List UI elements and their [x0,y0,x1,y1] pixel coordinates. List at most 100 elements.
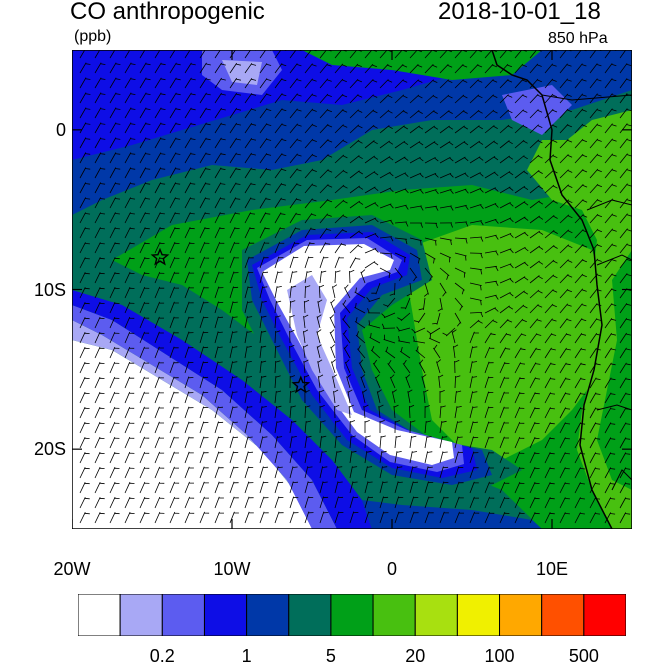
wind-barb [244,451,254,464]
wind-barb [169,511,180,524]
wind-barb [199,137,211,149]
wind-barb [409,109,423,119]
wind-barb [381,323,396,329]
wind-barb [244,511,254,524]
wind-barb [139,346,150,359]
wind-barb [469,481,479,494]
wind-barb [124,301,135,314]
wind-barb [169,331,179,344]
wind-barb [574,303,587,314]
wind-barb [94,301,105,314]
wind-barb [289,344,295,359]
wind-barb [354,317,366,329]
wind-barb [334,450,342,464]
wind-barb [454,451,464,464]
colorbar-label: 0.2 [149,646,175,666]
wind-barb [499,202,514,209]
wind-barb [559,512,570,524]
wind-barb [229,256,239,269]
field-southwest-blue [72,305,337,529]
wind-barb [499,511,510,524]
wind-barb [319,123,333,134]
wind-barb [229,361,238,374]
wind-barb [319,256,329,269]
wind-barb [199,256,210,269]
wind-barb [214,406,224,419]
wind-barb [514,511,525,524]
wind-barb [94,482,105,494]
wind-barb [184,197,196,209]
wind-barb [229,301,238,314]
wind-barb [589,392,601,404]
wind-barb [514,78,528,89]
wind-barb [214,92,226,104]
wind-barb [330,299,336,314]
wind-barb [154,481,165,494]
wind-barb [229,241,240,254]
wind-barb [124,137,136,149]
wind-barb [589,258,602,269]
wind-barb [169,182,181,194]
wind-barb [274,123,287,134]
wind-barb [79,107,91,119]
wind-barbs [79,50,632,524]
wind-barb [304,123,317,134]
wind-barb [619,302,632,314]
wind-barb [529,318,542,329]
wind-barb [274,227,285,239]
wind-barb [379,420,385,433]
wind-barb [199,227,210,239]
wind-barb [439,205,454,211]
wind-barb [109,331,120,344]
wind-barb [454,496,464,509]
wind-barb [589,482,601,494]
wind-barb [349,139,363,149]
wind-barb [589,213,603,224]
field-southwest-clean [72,340,322,529]
wind-barb [124,197,136,209]
wind-barb [364,63,378,74]
wind-barb [619,317,632,329]
wind-barb [389,282,396,296]
wind-barb [169,346,179,359]
wind-barb [79,452,90,464]
wind-barb [574,258,588,269]
wind-barb [514,155,528,164]
wind-barb [334,184,348,194]
wind-barb [604,512,616,524]
wind-barb [469,220,484,226]
wind-barb [139,227,150,239]
wind-barb [453,344,459,359]
wind-barb [79,482,90,494]
wind-barb [514,347,526,359]
wind-barb [469,187,484,194]
wind-barb [79,287,90,299]
wind-barb [154,496,165,509]
wind-barb [604,452,616,464]
wind-barb [214,286,224,299]
wind-barb [304,271,312,284]
wind-barb [559,392,571,404]
wind-barb [529,245,544,254]
wind-barb [424,405,430,419]
wind-barb [544,303,557,314]
wind-barb [424,481,434,494]
wind-barb [229,436,239,449]
wind-barb [439,237,452,245]
wind-barb [154,152,166,164]
wind-barb [334,63,347,74]
wind-barb [529,436,540,449]
wind-barb [184,227,195,239]
pressure-level-label: 850 hPa [548,30,608,47]
wind-barb [529,289,543,299]
wind-barb [259,286,268,299]
wind-barb [184,451,194,464]
wind-barb [169,496,180,509]
wind-barb [484,63,498,74]
wind-barb [589,108,602,119]
wind-barb [619,78,632,89]
wind-barb [426,327,441,335]
wind-barb [379,140,394,149]
wind-barb [304,496,314,509]
border-line-5 [611,469,632,491]
